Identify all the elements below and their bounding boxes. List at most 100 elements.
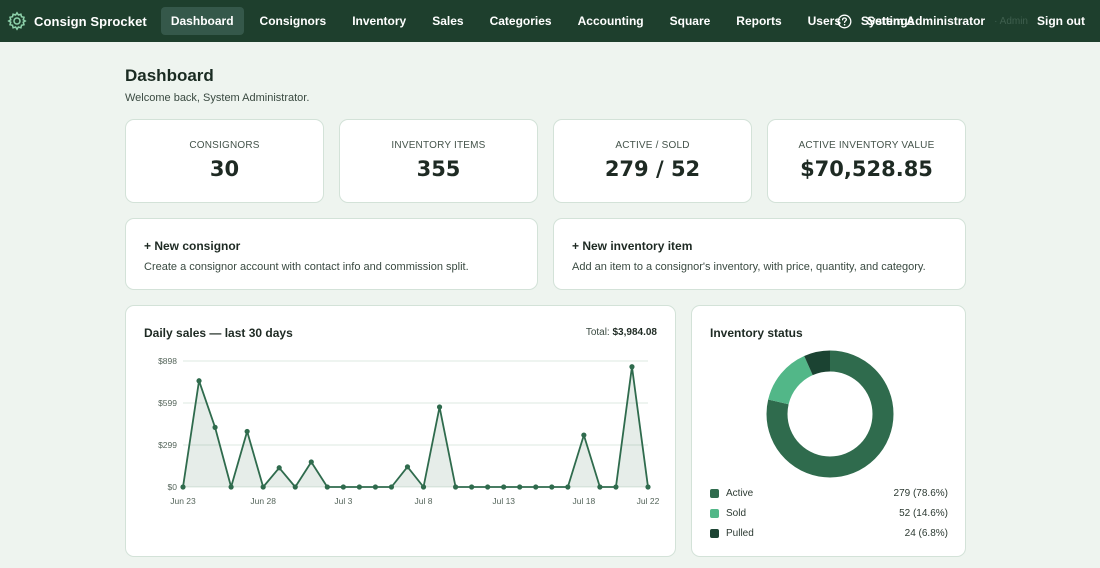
- sales-point: [308, 459, 314, 465]
- nav-accounting[interactable]: Accounting: [577, 14, 644, 28]
- stat-value: 279 / 52: [604, 157, 701, 181]
- sales-point: [436, 404, 443, 410]
- user-area: System Administrator · Admin Sign out: [837, 0, 1085, 42]
- legend-row-active: Active 279 (78.6%): [710, 488, 948, 499]
- daily-sales-title: Daily sales — last 30 days: [144, 326, 293, 340]
- inventory-status-title: Inventory status: [710, 326, 803, 340]
- sales-area: [183, 366, 648, 487]
- sales-point: [340, 484, 346, 490]
- y-tick-label: $898: [158, 356, 177, 366]
- question-circle-icon[interactable]: [837, 14, 852, 29]
- new-consignor-description: Create a consignor account with contact …: [144, 261, 469, 273]
- x-tick-label: Jul 18: [573, 496, 596, 506]
- current-user-name: System Administrator: [860, 14, 986, 28]
- sales-point: [645, 484, 651, 490]
- stat-value: 355: [416, 157, 461, 181]
- legend-swatch-sold: [710, 509, 719, 518]
- stat-card-consignors: CONSIGNORS 30: [125, 119, 324, 203]
- sales-point: [196, 378, 202, 384]
- brand-name: Consign Sprocket: [34, 13, 147, 29]
- sales-point: [501, 484, 507, 490]
- sales-point: [356, 484, 362, 490]
- sales-point: [485, 484, 491, 490]
- legend-row-pulled: Pulled 24 (6.8%): [710, 528, 948, 539]
- nav-inventory[interactable]: Inventory: [352, 14, 407, 28]
- new-inventory-item-description: Add an item to a consignor's inventory, …: [572, 261, 926, 273]
- x-tick-label: Jun 23: [170, 496, 196, 506]
- x-tick-label: Jun 28: [250, 496, 276, 506]
- sign-out-link[interactable]: Sign out: [1037, 14, 1085, 28]
- total-label: Total:: [585, 327, 610, 338]
- legend-swatch-pulled: [710, 529, 719, 538]
- nav-reports[interactable]: Reports: [736, 14, 782, 28]
- legend-count: 52 (14.6%): [899, 508, 948, 519]
- stat-card-active-inventory-value: ACTIVE INVENTORY VALUE $70,528.85: [767, 119, 966, 203]
- nav-consignors[interactable]: Consignors: [259, 14, 327, 28]
- legend-count: 24 (6.8%): [904, 528, 948, 539]
- sales-point: [388, 484, 395, 490]
- inventory-status-panel: Inventory status Active 279 (78.6%) Sold…: [691, 305, 966, 557]
- welcome-message: Welcome back, System Administrator.: [125, 92, 310, 104]
- sales-point: [372, 484, 379, 490]
- x-tick-label: Jul 22: [637, 496, 660, 506]
- stat-card-active-sold: ACTIVE / SOLD 279 / 52: [553, 119, 752, 203]
- sales-line: [182, 365, 649, 488]
- x-tick-label: Jul 13: [492, 496, 515, 506]
- sales-point: [324, 484, 330, 490]
- legend-swatch-active: [710, 489, 719, 498]
- nav-categories[interactable]: Categories: [489, 14, 552, 28]
- nav-settings[interactable]: Settings: [867, 14, 915, 28]
- stat-label: INVENTORY ITEMS: [391, 140, 486, 151]
- sales-point: [244, 428, 250, 435]
- x-tick-label: Jul 3: [334, 496, 352, 506]
- sales-point: [404, 464, 411, 470]
- nav-dashboard[interactable]: Dashboard: [160, 7, 244, 35]
- new-inventory-item-title: + New inventory item: [572, 239, 693, 253]
- new-consignor-title: + New consignor: [144, 239, 241, 253]
- legend-label: Sold: [726, 508, 747, 519]
- stat-label: ACTIVE / SOLD: [615, 140, 690, 151]
- sales-point: [565, 484, 571, 490]
- legend-count: 279 (78.6%): [893, 488, 948, 499]
- daily-sales-panel: Daily sales — last 30 days Total: $3,984…: [125, 305, 676, 557]
- sales-point: [581, 432, 587, 438]
- sales-point: [212, 424, 218, 430]
- sales-point: [228, 484, 234, 490]
- y-tick-label: $0: [168, 482, 178, 492]
- nav-square[interactable]: Square: [669, 14, 711, 28]
- sales-point: [549, 484, 555, 490]
- legend-label: Pulled: [726, 528, 754, 539]
- sales-point: [517, 484, 523, 490]
- sales-point: [276, 465, 282, 471]
- sales-point: [452, 484, 459, 490]
- sales-point: [260, 484, 266, 490]
- sales-point: [180, 484, 186, 490]
- main-nav: Dashboard Consignors Inventory Sales Cat…: [160, 7, 931, 35]
- sales-point: [469, 484, 475, 490]
- stat-card-inventory-items: INVENTORY ITEMS 355: [339, 119, 538, 203]
- x-tick-label: Jul 8: [415, 496, 433, 506]
- nav-users[interactable]: Users: [807, 14, 841, 28]
- new-consignor-card[interactable]: + New consignor Create a consignor accou…: [125, 218, 538, 290]
- top-navbar: Consign Sprocket Dashboard Consignors In…: [0, 0, 1100, 42]
- brand[interactable]: Consign Sprocket: [7, 11, 147, 31]
- nav-sales[interactable]: Sales: [432, 14, 464, 28]
- sales-point: [613, 484, 619, 490]
- stat-label: CONSIGNORS: [189, 140, 260, 151]
- donut-slice-pulled: [766, 350, 894, 478]
- stat-label: ACTIVE INVENTORY VALUE: [798, 140, 935, 151]
- daily-sales-total: Total: $3,984.08: [586, 327, 657, 338]
- sales-point: [420, 484, 427, 490]
- gear-icon: [7, 11, 27, 31]
- page-title: Dashboard: [125, 66, 214, 85]
- daily-sales-chart: $0 $299 $599 $898 Jun 23 Jun 28 Jul 3 Jul 8 Jul …: [158, 356, 660, 506]
- legend-label: Active: [726, 488, 754, 499]
- new-inventory-item-card[interactable]: + New inventory item Add an item to a co…: [553, 218, 966, 290]
- sales-point: [629, 364, 635, 370]
- y-tick-label: $599: [158, 398, 177, 408]
- user-role-label: · Admin: [994, 15, 1028, 27]
- sales-point: [292, 484, 298, 490]
- total-value: $3,984.08: [612, 327, 658, 338]
- legend-row-sold: Sold 52 (14.6%): [710, 508, 948, 519]
- stat-value: 30: [209, 157, 240, 181]
